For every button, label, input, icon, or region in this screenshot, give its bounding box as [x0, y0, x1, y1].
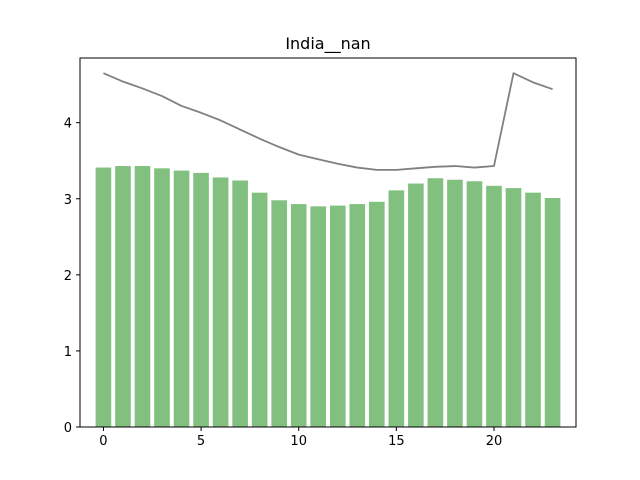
bar-12 — [329, 205, 346, 427]
x-tick-label-10: 10 — [290, 434, 307, 449]
bar-16 — [408, 183, 424, 427]
bar-21 — [505, 188, 522, 427]
bar-18 — [447, 179, 463, 427]
bar-5 — [193, 172, 209, 427]
bar-20 — [486, 185, 502, 427]
bar-22 — [525, 192, 541, 427]
chart-title: India__nan — [285, 34, 370, 54]
bar-series — [95, 166, 561, 428]
y-tick-label-4: 4 — [64, 117, 72, 132]
y-axis: 0 1 2 3 4 — [64, 117, 80, 436]
bar-14 — [369, 201, 385, 427]
line-series — [103, 72, 553, 171]
x-tick-label-20: 20 — [486, 434, 503, 449]
y-tick-label-1: 1 — [64, 345, 72, 360]
bar-8 — [251, 192, 268, 427]
x-tick-label-5: 5 — [197, 434, 205, 449]
bar-7 — [232, 180, 248, 427]
bar-15 — [388, 190, 405, 427]
y-tick-label-0: 0 — [64, 421, 72, 436]
bar-2 — [134, 166, 151, 428]
bar-23 — [544, 197, 561, 427]
bar-0 — [95, 167, 112, 427]
bar-1 — [115, 166, 131, 428]
x-axis: 0 5 10 15 20 — [99, 427, 502, 449]
x-tick-label-0: 0 — [99, 434, 107, 449]
bar-13 — [349, 204, 366, 427]
y-tick-label-2: 2 — [64, 269, 72, 284]
y-tick-label-3: 3 — [64, 193, 72, 208]
bar-4 — [173, 170, 190, 427]
bar-19 — [466, 181, 483, 427]
bar-9 — [271, 200, 287, 427]
bar-11 — [310, 206, 327, 427]
bar-10 — [290, 204, 307, 427]
bar-3 — [154, 168, 170, 427]
x-tick-label-15: 15 — [388, 434, 405, 449]
bar-17 — [427, 178, 444, 427]
bar-6 — [212, 177, 229, 427]
plot-area-frame — [79, 57, 577, 428]
line-path — [103, 72, 553, 171]
